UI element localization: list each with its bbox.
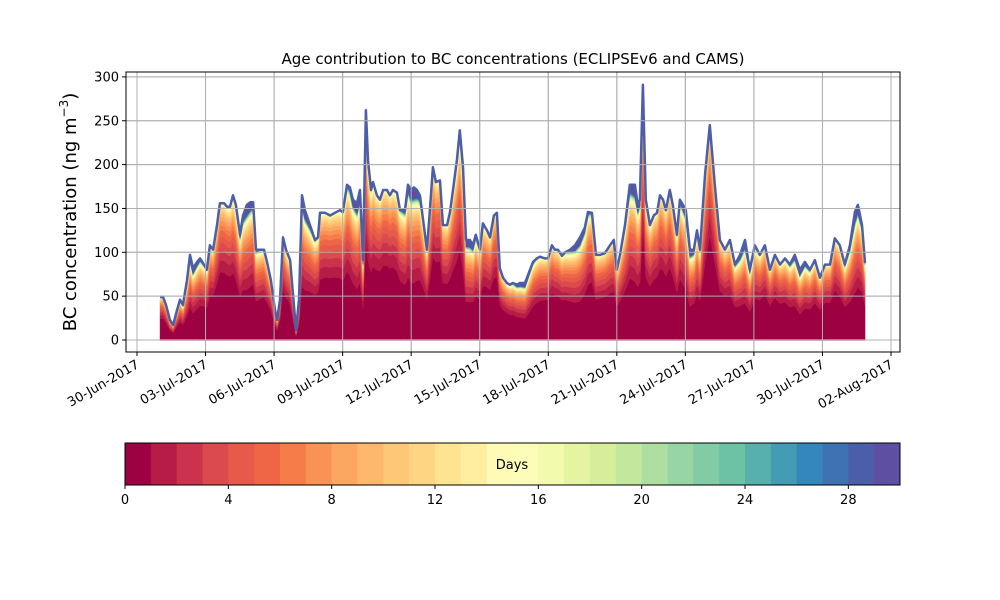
y-tick-label: 200 [94,158,119,173]
colorbar-frame [124,442,901,486]
colorbar-bin-3 [202,443,229,485]
x-tick-label: 03-Jul-2017 [138,357,211,408]
x-tick-label: 18-Jul-2017 [480,357,553,408]
colorbar-tick-label: 0 [121,493,129,508]
colorbar-bin-24 [745,443,772,485]
colorbar-bin-12 [435,443,462,485]
colorbar-bin-8 [331,443,358,485]
x-tick-label: 21-Jul-2017 [549,357,622,408]
colorbar-bin-21 [667,443,694,485]
x-tick-label: 30-Jun-2017 [65,357,142,410]
colorbar: 0 4 8 12 16 20 24 28 [121,442,901,508]
colorbar-bin-2 [176,443,203,485]
y-axis-label-sup: −3 [57,100,71,118]
y-axis-label-close: ) [60,93,81,100]
y-axis-label-text: BC concentration (ng m [60,117,81,331]
colorbar-tick-label: 16 [530,493,547,508]
colorbar-bin-29 [874,443,901,485]
x-tick-label: 15-Jul-2017 [412,357,485,408]
colorbar-bin-5 [254,443,281,485]
x-tick-label: 09-Jul-2017 [275,357,348,408]
y-tick-label: 300 [94,70,119,85]
plot-area [126,72,900,352]
colorbar-tick-label: 12 [427,493,444,508]
colorbar-bin-23 [719,443,746,485]
colorbar-tick-label: 8 [328,493,336,508]
colorbar-bin-19 [615,443,643,485]
colorbar-bin-11 [409,443,436,485]
colorbar-bin-10 [383,443,410,485]
colorbar-bin-22 [693,443,720,485]
colorbar-bin-0 [125,443,152,485]
colorbar-bin-6 [280,443,307,485]
colorbar-label: Days [496,458,529,473]
colorbar-bin-9 [357,443,384,485]
colorbar-bin-1 [150,443,178,485]
colorbar-bin-27 [822,443,849,485]
axes-frame [125,71,901,353]
total-outline [160,83,867,332]
x-tick-label: 02-Aug-2017 [816,357,896,412]
colorbar-tick-label: 24 [737,493,754,508]
x-tick-label: 06-Jul-2017 [206,357,279,408]
colorbar-tick-label: 20 [633,493,650,508]
colorbar-bin-15 [512,443,539,485]
x-tick-label: 27-Jul-2017 [686,357,759,408]
y-tick-label: 150 [94,202,119,217]
y-axis: 0 50 100 150 200 250 300 [94,70,126,349]
y-tick-label: 0 [111,334,119,349]
y-tick-label: 100 [94,246,119,261]
colorbar-bin-16 [538,443,565,485]
colorbar-bin-4 [228,443,255,485]
y-tick-label: 250 [94,114,119,129]
y-tick-label: 50 [102,290,119,305]
x-tick-label: 12-Jul-2017 [343,357,416,408]
colorbar-bin-13 [460,443,488,485]
colorbar-bin-14 [486,443,513,485]
x-axis: 30-Jun-201703-Jul-201706-Jul-201709-Jul-… [65,352,896,413]
colorbar-bin-26 [796,443,823,485]
colorbar-bin-17 [564,443,591,485]
colorbar-bin-25 [770,443,798,485]
colorbar-bin-7 [305,443,333,485]
colorbar-bin-20 [641,443,668,485]
colorbar-tick-label: 28 [840,493,857,508]
colorbar-tick-label: 4 [224,493,232,508]
chart-title: Age contribution to BC concentrations (E… [282,50,745,68]
colorbar-bin-18 [590,443,617,485]
x-tick-label: 24-Jul-2017 [618,357,691,408]
colorbar-bin-28 [848,443,875,485]
y-axis-label: BC concentration (ng m−3) [57,93,81,332]
